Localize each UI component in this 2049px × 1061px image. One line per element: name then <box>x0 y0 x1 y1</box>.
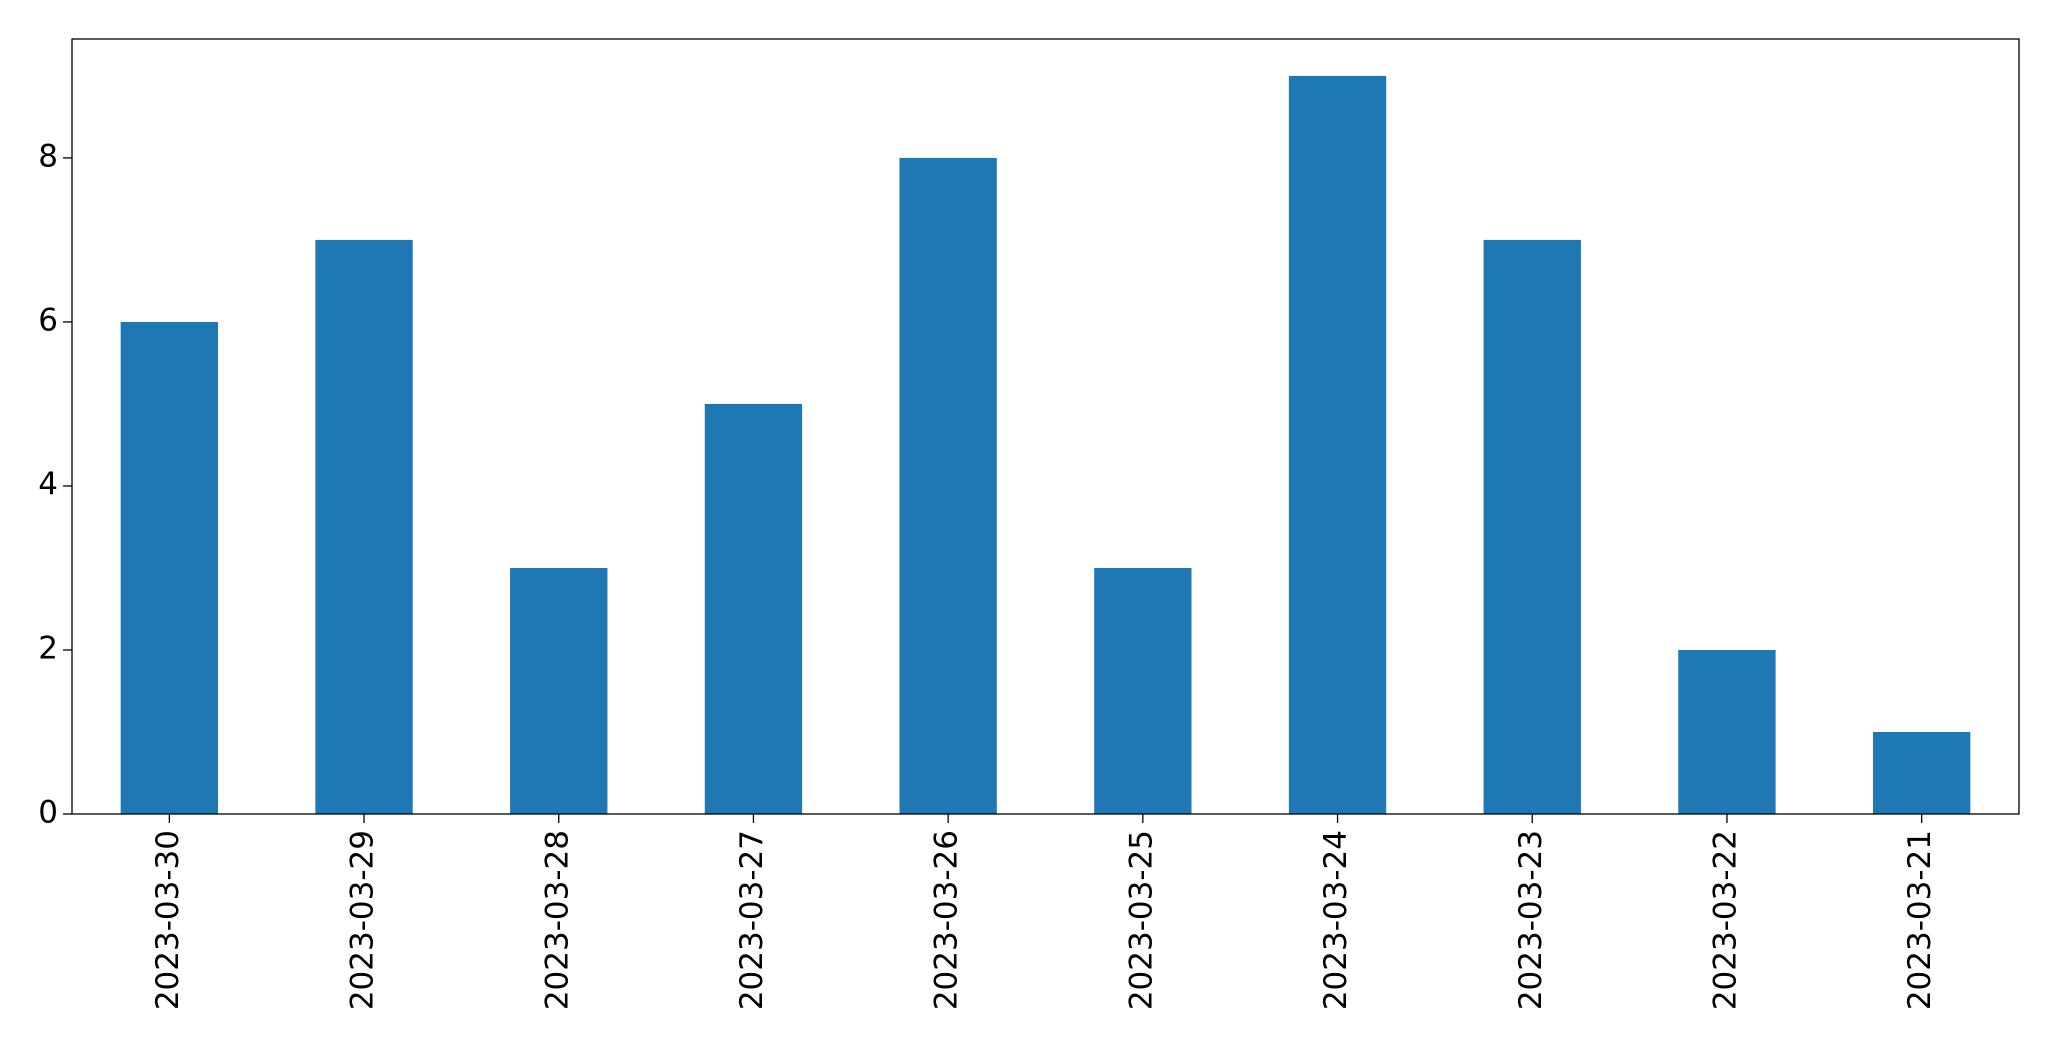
bar <box>1872 731 1971 814</box>
x-tick-label: 2023-03-25 <box>1123 830 1159 1010</box>
bar <box>1288 75 1387 814</box>
y-tick-label: 4 <box>38 466 58 502</box>
bar <box>120 321 219 814</box>
plot-frame <box>71 38 2020 815</box>
bar <box>899 157 997 814</box>
y-tick-label: 0 <box>38 795 58 831</box>
bar <box>510 567 608 814</box>
x-tick-label: 2023-03-29 <box>345 830 381 1010</box>
bar <box>704 403 803 814</box>
y-tick-label: 8 <box>38 138 58 174</box>
bar <box>1678 649 1776 814</box>
y-tick-label: 2 <box>38 630 58 666</box>
x-tick-label: 2023-03-24 <box>1318 830 1354 1010</box>
y-tick-label: 6 <box>38 302 58 338</box>
x-tick-label: 2023-03-21 <box>1902 830 1938 1010</box>
bar <box>315 239 413 815</box>
bar <box>1483 239 1581 815</box>
x-tick-label: 2023-03-23 <box>1513 830 1549 1010</box>
x-tick-label: 2023-03-28 <box>539 830 575 1010</box>
x-tick-label: 2023-03-22 <box>1707 830 1743 1010</box>
x-tick-label: 2023-03-30 <box>150 830 186 1010</box>
bar <box>1094 567 1192 814</box>
x-tick-label: 2023-03-26 <box>929 830 965 1010</box>
x-tick-label: 2023-03-27 <box>734 830 770 1010</box>
